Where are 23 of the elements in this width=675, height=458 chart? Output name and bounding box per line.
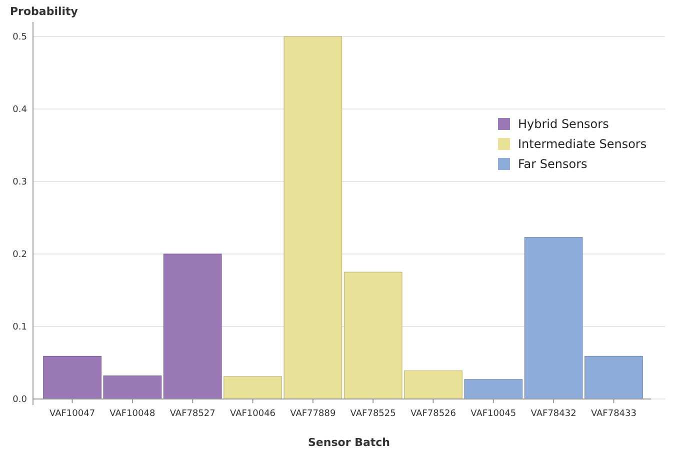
y-tick-label: 0.0	[12, 395, 28, 406]
x-tick-label: VAF78527	[170, 409, 216, 419]
y-tick-label: 0.1	[12, 322, 27, 333]
legend-label: Intermediate Sensors	[518, 137, 647, 152]
x-tick-label: VAF78432	[530, 409, 576, 419]
bar	[464, 379, 523, 400]
x-tick-label: VAF10047	[50, 409, 96, 419]
x-tick-label: VAF78525	[350, 409, 396, 419]
y-tick-label: 0.4	[12, 105, 28, 116]
y-tick-label: 0.5	[12, 32, 27, 43]
x-tick-label: VAF10045	[470, 409, 516, 419]
legend-label: Far Sensors	[518, 157, 588, 172]
bar	[163, 254, 222, 400]
y-tick-label: 0.3	[12, 178, 27, 188]
x-tick-label: VAF78526	[410, 409, 456, 419]
legend-label: Hybrid Sensors	[518, 117, 609, 132]
y-axis-title: Probability	[10, 5, 78, 18]
x-tick-label: VAF78433	[590, 409, 636, 419]
y-tick-label: 0.2	[12, 250, 27, 260]
x-tick-label: VAF77889	[290, 409, 336, 419]
x-tick-label: VAF10048	[110, 409, 156, 419]
x-axis-title: Sensor Batch	[308, 436, 390, 449]
x-tick-label: VAF10046	[230, 409, 276, 419]
